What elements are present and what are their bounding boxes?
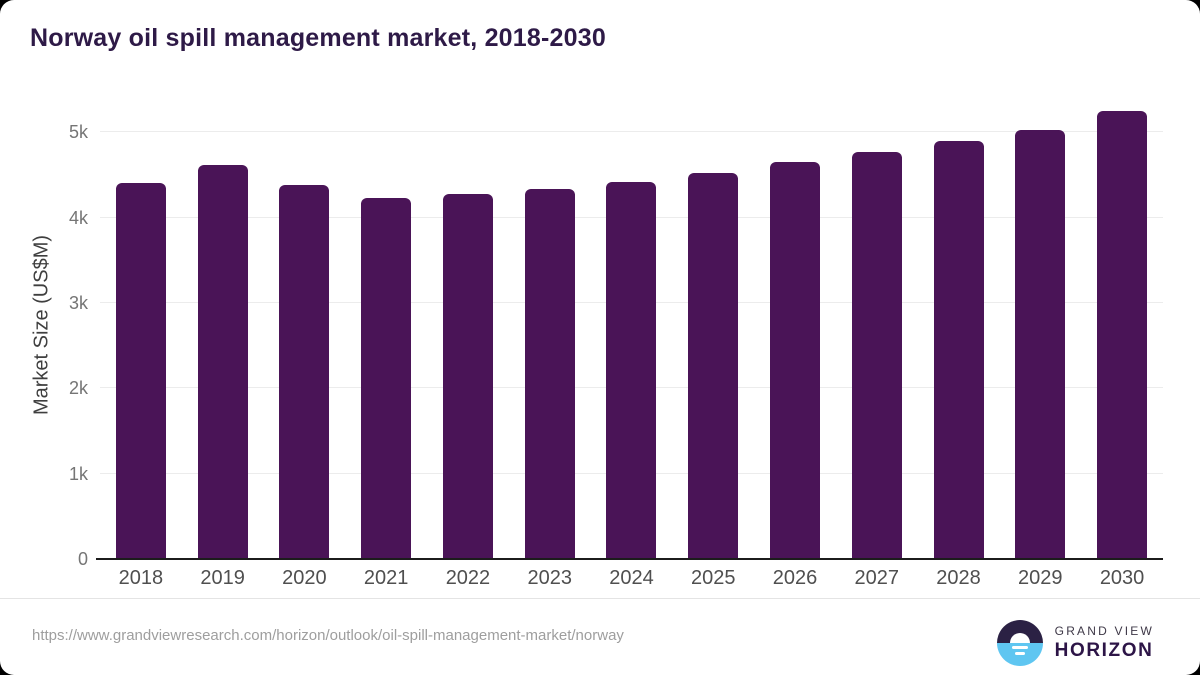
y-tick-3k: 3k bbox=[68, 293, 88, 314]
bar-2025[interactable] bbox=[688, 173, 739, 559]
x-tick-2026: 2026 bbox=[772, 567, 818, 589]
footer-divider bbox=[0, 598, 1200, 599]
bar-slot bbox=[427, 100, 509, 559]
x-axis-line bbox=[96, 558, 1163, 560]
x-tick-2021: 2021 bbox=[363, 567, 409, 589]
x-tick-2030: 2030 bbox=[1099, 567, 1145, 589]
x-tick-2018: 2018 bbox=[118, 567, 164, 589]
logo-text-grand-view: GRAND VIEW bbox=[1054, 624, 1154, 638]
bar-2028[interactable] bbox=[933, 140, 984, 559]
source-url: https://www.grandviewresearch.com/horizo… bbox=[32, 627, 624, 644]
bar-2018[interactable] bbox=[115, 182, 166, 559]
y-tick-2k: 2k bbox=[68, 378, 88, 399]
bar-2021[interactable] bbox=[361, 198, 412, 559]
chart-title: Norway oil spill management market, 2018… bbox=[30, 24, 606, 52]
bar-2022[interactable] bbox=[442, 193, 493, 559]
bar-slot bbox=[509, 100, 591, 559]
bar-2023[interactable] bbox=[524, 188, 575, 559]
bar-slot bbox=[100, 100, 182, 559]
bar-slot bbox=[345, 100, 427, 559]
x-tick-2019: 2019 bbox=[200, 567, 245, 589]
bar-2019[interactable] bbox=[197, 164, 248, 559]
bar-slot bbox=[999, 100, 1081, 559]
logo-sun-dome bbox=[1009, 633, 1030, 643]
x-tick-2028: 2028 bbox=[936, 567, 981, 589]
plot-area bbox=[96, 100, 1163, 560]
bar-slot bbox=[672, 100, 754, 559]
x-tick-2024: 2024 bbox=[609, 567, 654, 589]
bar-slot bbox=[918, 100, 1000, 559]
x-axis-labels: 2018 2019 2020 2021 2022 2023 2024 2025 2026 2027… bbox=[100, 567, 1163, 590]
bar-slot bbox=[591, 100, 673, 559]
horizon-logo-icon bbox=[996, 620, 1043, 666]
bar-2027[interactable] bbox=[851, 152, 902, 559]
y-tick-1k: 1k bbox=[68, 463, 88, 484]
x-tick-2020: 2020 bbox=[282, 567, 327, 589]
gridline-5k bbox=[100, 131, 1163, 133]
logo-sky-half bbox=[996, 620, 1043, 643]
bar-slot bbox=[754, 100, 836, 559]
bar-2030[interactable] bbox=[1097, 111, 1148, 559]
logo-ripple bbox=[1011, 646, 1028, 649]
logo-text: GRAND VIEW HORIZON bbox=[1055, 624, 1154, 662]
bar-slot bbox=[836, 100, 918, 559]
bar-slot bbox=[1081, 100, 1163, 559]
bar-slot bbox=[182, 100, 264, 559]
bars-container bbox=[100, 100, 1163, 559]
bar-2026[interactable] bbox=[770, 162, 820, 559]
bar-2024[interactable] bbox=[606, 181, 657, 559]
x-tick-2029: 2029 bbox=[1018, 567, 1063, 589]
y-tick-5k: 5k bbox=[68, 122, 88, 143]
bar-2020[interactable] bbox=[279, 185, 330, 559]
y-tick-4k: 4k bbox=[68, 207, 88, 228]
bar-slot bbox=[264, 100, 346, 559]
brand-logo[interactable]: GRAND VIEW HORIZON bbox=[996, 620, 1154, 666]
x-tick-2023: 2023 bbox=[527, 567, 572, 589]
y-tick-0: 0 bbox=[77, 549, 88, 569]
x-tick-2027: 2027 bbox=[854, 567, 900, 589]
logo-text-horizon: HORIZON bbox=[1054, 640, 1154, 661]
logo-ripple bbox=[1014, 652, 1025, 655]
bar-2029[interactable] bbox=[1015, 129, 1066, 559]
x-tick-2022: 2022 bbox=[445, 567, 491, 589]
x-tick-2025: 2025 bbox=[690, 567, 736, 589]
